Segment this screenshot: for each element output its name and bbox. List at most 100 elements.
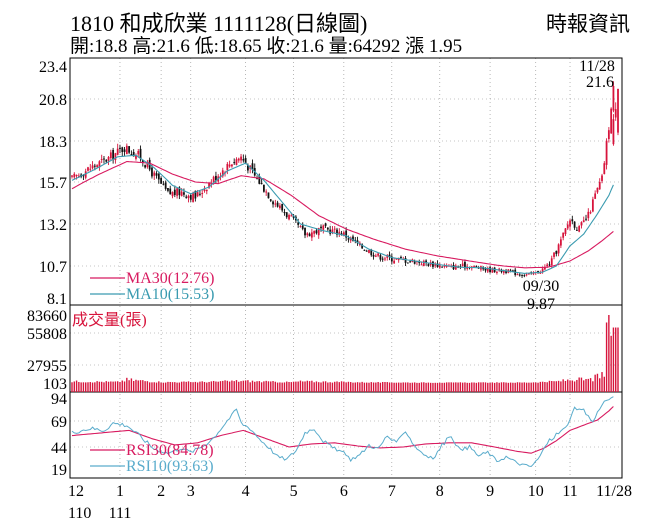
high-value-annotation: 21.6 (586, 74, 614, 91)
x-tick-label: 5 (290, 483, 298, 500)
candle-body (73, 173, 76, 178)
volume-bar (187, 381, 190, 392)
volume-value: 64292 (352, 36, 401, 57)
volume-bar (71, 382, 73, 392)
high-date-annotation: 11/28 (579, 58, 615, 75)
open-value: 18.8 (94, 36, 128, 57)
candle-body (258, 176, 261, 184)
candle-body (589, 212, 592, 214)
candle-body (221, 170, 224, 177)
volume-bar (295, 381, 297, 392)
open-label: 開: (70, 36, 95, 57)
candle-body (203, 189, 206, 192)
volume-bar (603, 376, 605, 392)
volume-bar (258, 381, 261, 392)
volume-bar (509, 382, 512, 392)
candle-body (306, 233, 309, 236)
x-tick-label: 7 (388, 483, 396, 500)
candle-body (157, 173, 160, 180)
volume-bar (484, 382, 487, 392)
candle-body (617, 88, 619, 133)
candle-body (434, 264, 437, 266)
volume-bar (190, 382, 192, 392)
candle-body (596, 187, 599, 193)
volume-bar (164, 382, 167, 392)
volume-bar (535, 382, 537, 392)
candle-body (461, 263, 464, 267)
volume-bar (329, 382, 331, 392)
x-tick-label: 9 (486, 483, 494, 500)
volume-bar (505, 382, 507, 392)
volume-bar (555, 381, 558, 392)
candle-body (496, 271, 498, 273)
candle-body (425, 260, 428, 263)
candle-body (112, 149, 115, 160)
candle-body (267, 192, 270, 199)
price-y-tick-label: 13.2 (39, 217, 67, 234)
candle-body (215, 175, 217, 181)
volume-bar (311, 380, 313, 392)
volume-bar (297, 381, 299, 392)
volume-bar (589, 378, 592, 392)
candle-body (516, 274, 519, 276)
volume-bar (279, 382, 281, 392)
candle-body (573, 221, 576, 228)
candle-body (390, 256, 393, 262)
volume-bar (320, 382, 322, 392)
x-tick-year-label: 111 (109, 505, 132, 522)
candle-body (317, 228, 320, 236)
volume-bar (85, 382, 87, 392)
volume-bar (132, 380, 135, 392)
volume-bar (425, 382, 427, 392)
volume-bar (265, 380, 267, 392)
volume-bar (605, 322, 608, 392)
volume-bar (615, 327, 617, 392)
volume-bar (210, 381, 213, 392)
candle-body (539, 272, 542, 274)
x-tick-label: 11/28 (596, 483, 632, 500)
volume-bar (393, 382, 395, 392)
high-value: 21.6 (156, 36, 190, 57)
volume-bar (432, 382, 434, 392)
candle-body (489, 267, 491, 273)
volume-bar (551, 381, 553, 392)
volume-bar (530, 382, 532, 392)
candle-body (614, 109, 617, 118)
volume-bar (96, 381, 98, 392)
x-tick-label: 2 (157, 483, 165, 500)
candle-body (84, 171, 87, 178)
close-value: 21.6 (290, 36, 324, 57)
candle-body (354, 239, 357, 241)
candle-body (226, 163, 229, 171)
volume-bar (464, 382, 466, 392)
volume-bar (128, 380, 130, 392)
volume-bar (327, 382, 329, 392)
volume-bar (324, 381, 327, 392)
volume-bar (238, 381, 240, 392)
volume-bar (368, 382, 370, 392)
volume-bar (366, 382, 368, 392)
x-tick-label: 1 (116, 483, 124, 500)
candle-body (141, 159, 144, 163)
x-tick-label: 4 (242, 483, 250, 500)
volume-bar (391, 382, 393, 392)
volume-y-tick-label: 83660 (27, 308, 67, 325)
volume-bar (212, 380, 215, 392)
volume-bar (416, 382, 418, 392)
candle-body (155, 173, 158, 176)
candle-body (233, 162, 236, 164)
candle-body (89, 168, 92, 170)
volume-bar (516, 382, 519, 392)
candle-body (212, 176, 215, 183)
volume-bar (272, 381, 274, 392)
x-tick-label: 12 (68, 483, 84, 500)
candle-body (546, 264, 549, 267)
volume-bar (139, 380, 142, 392)
volume-bar (523, 382, 526, 392)
low-value-annotation: 9.87 (527, 296, 555, 313)
volume-bar (219, 381, 222, 392)
candle-body (386, 255, 389, 258)
volume-bar (379, 382, 382, 392)
candle-body (283, 211, 286, 214)
